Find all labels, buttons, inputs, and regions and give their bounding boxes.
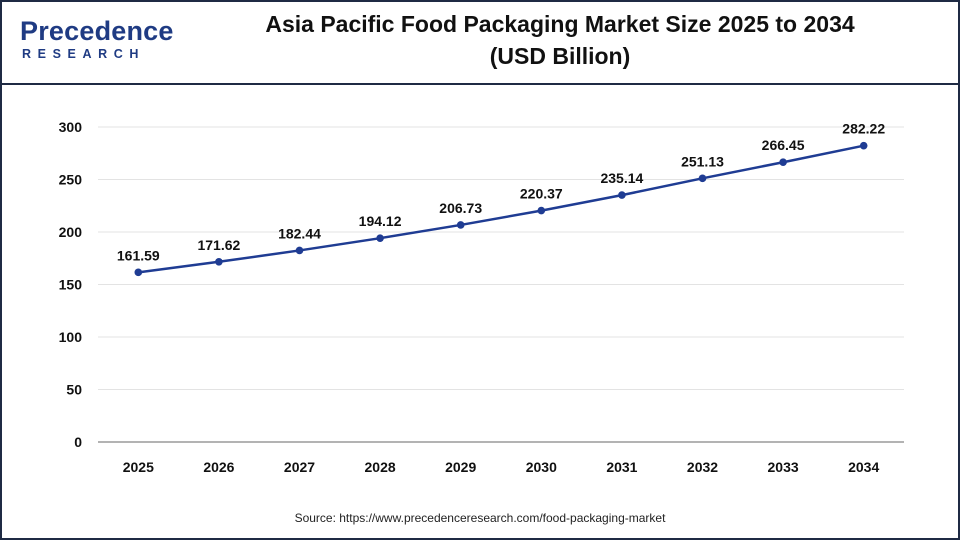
data-point — [215, 257, 223, 266]
data-label: 206.73 — [439, 200, 482, 216]
data-label: 194.12 — [359, 213, 402, 229]
brand-sub: RESEARCH — [22, 47, 145, 61]
data-point — [134, 268, 143, 277]
x-tick-label: 2025 — [123, 459, 154, 475]
x-tick-label: 2029 — [445, 459, 476, 475]
x-tick-label: 2032 — [687, 459, 718, 475]
data-point — [295, 246, 304, 255]
chart-title-line-1: Asia Pacific Food Packaging Market Size … — [265, 11, 855, 37]
y-tick-label: 200 — [59, 224, 83, 240]
data-label: 235.14 — [600, 170, 643, 186]
data-point — [779, 158, 787, 167]
header: Precedence RESEARCH Asia Pacific Food Pa… — [0, 0, 960, 84]
y-tick-label: 250 — [59, 172, 83, 188]
x-tick-label: 2026 — [203, 459, 234, 475]
y-tick-label: 150 — [59, 277, 83, 293]
x-tick-label: 2030 — [526, 459, 557, 475]
chart-title-line-2: (USD Billion) — [489, 43, 631, 69]
chart-title: Asia Pacific Food Packaging Market Size … — [190, 8, 930, 72]
data-label: 251.13 — [681, 153, 724, 169]
brand-name: Precedence — [20, 16, 174, 46]
source-note: Source: https://www.precedenceresearch.c… — [294, 511, 666, 525]
series-line — [138, 144, 864, 274]
y-tick-label: 0 — [74, 434, 82, 450]
y-tick-label: 300 — [59, 119, 83, 135]
data-label: 182.44 — [278, 225, 321, 241]
data-point — [618, 191, 626, 199]
data-label: 161.59 — [117, 247, 160, 263]
brand-logo: Precedence RESEARCH — [20, 14, 173, 64]
x-tick-label: 2031 — [606, 459, 637, 475]
data-point — [859, 141, 868, 150]
data-point — [537, 206, 546, 215]
data-labels: 161.59 171.62 182.44 194.12 206.73 220.37 235.… — [117, 121, 885, 264]
axes: 0 50 100 150 200 250 300 2025 2026 2027 2028 2029 20… — [59, 119, 904, 475]
data-label: 220.37 — [520, 186, 563, 202]
data-label: 282.22 — [842, 121, 885, 137]
y-tick-label: 50 — [66, 382, 82, 398]
line-chart: 0 50 100 150 200 250 300 2025 2026 2027 2028 2029 20… — [59, 119, 904, 475]
series-line-layer — [138, 144, 864, 274]
data-label: 171.62 — [197, 237, 240, 253]
data-point — [456, 221, 465, 229]
data-points — [134, 141, 868, 277]
grid-lines — [98, 126, 904, 390]
data-label: 266.45 — [762, 137, 805, 153]
x-tick-label: 2034 — [848, 459, 879, 475]
data-point — [376, 234, 384, 242]
y-tick-label: 100 — [59, 329, 83, 345]
x-tick-label: 2033 — [768, 459, 799, 475]
x-tick-label: 2027 — [284, 459, 315, 475]
x-tick-label: 2028 — [365, 459, 396, 475]
header-divider — [0, 83, 960, 85]
data-point — [698, 174, 707, 183]
